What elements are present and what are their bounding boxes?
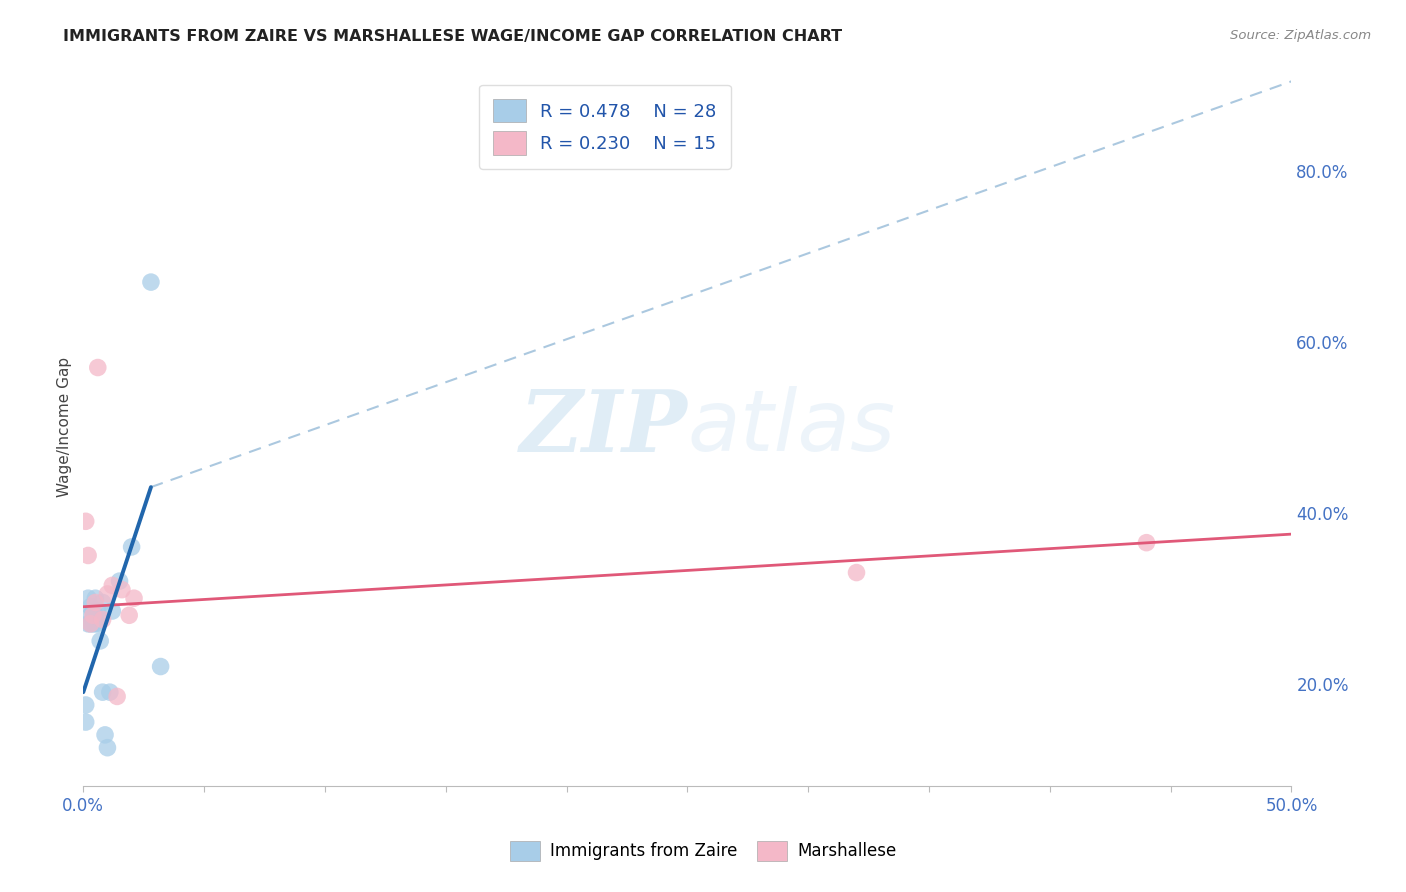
- Point: [82, 608, 104, 623]
- Point: [101, 604, 124, 618]
- Point: [79, 616, 101, 631]
- Point: [79, 608, 101, 623]
- Point: [94, 728, 117, 742]
- Point: [121, 540, 143, 554]
- Text: IMMIGRANTS FROM ZAIRE VS MARSHALLESE WAGE/INCOME GAP CORRELATION CHART: IMMIGRANTS FROM ZAIRE VS MARSHALLESE WAG…: [63, 29, 842, 45]
- Point: [84, 616, 107, 631]
- Point: [122, 591, 145, 606]
- Point: [75, 698, 97, 712]
- Point: [87, 360, 110, 375]
- Point: [96, 740, 118, 755]
- Point: [75, 714, 97, 729]
- Point: [91, 595, 114, 609]
- Point: [845, 566, 868, 580]
- Point: [149, 659, 172, 673]
- Point: [101, 578, 124, 592]
- Point: [98, 685, 121, 699]
- Text: Source: ZipAtlas.com: Source: ZipAtlas.com: [1230, 29, 1371, 43]
- Point: [82, 616, 104, 631]
- Point: [87, 604, 110, 618]
- Point: [75, 514, 97, 528]
- Point: [84, 595, 107, 609]
- Y-axis label: Wage/Income Gap: Wage/Income Gap: [58, 358, 72, 498]
- Point: [77, 616, 100, 631]
- Text: atlas: atlas: [688, 386, 896, 469]
- Point: [79, 616, 101, 631]
- Point: [77, 549, 100, 563]
- Point: [87, 616, 110, 631]
- Point: [108, 574, 131, 588]
- Point: [91, 685, 114, 699]
- Point: [96, 587, 118, 601]
- Point: [84, 613, 107, 627]
- Point: [79, 599, 101, 614]
- Point: [84, 608, 107, 623]
- Point: [139, 275, 162, 289]
- Point: [89, 613, 111, 627]
- Point: [105, 690, 128, 704]
- Legend: R = 0.478    N = 28, R = 0.230    N = 15: R = 0.478 N = 28, R = 0.230 N = 15: [479, 85, 731, 169]
- Point: [1135, 535, 1157, 549]
- Point: [82, 604, 104, 618]
- Point: [89, 634, 111, 648]
- Point: [118, 608, 141, 623]
- Point: [77, 591, 100, 606]
- Legend: Immigrants from Zaire, Marshallese: Immigrants from Zaire, Marshallese: [503, 834, 903, 868]
- Point: [91, 613, 114, 627]
- Point: [82, 613, 104, 627]
- Point: [84, 591, 107, 606]
- Text: ZIP: ZIP: [519, 385, 688, 469]
- Point: [111, 582, 134, 597]
